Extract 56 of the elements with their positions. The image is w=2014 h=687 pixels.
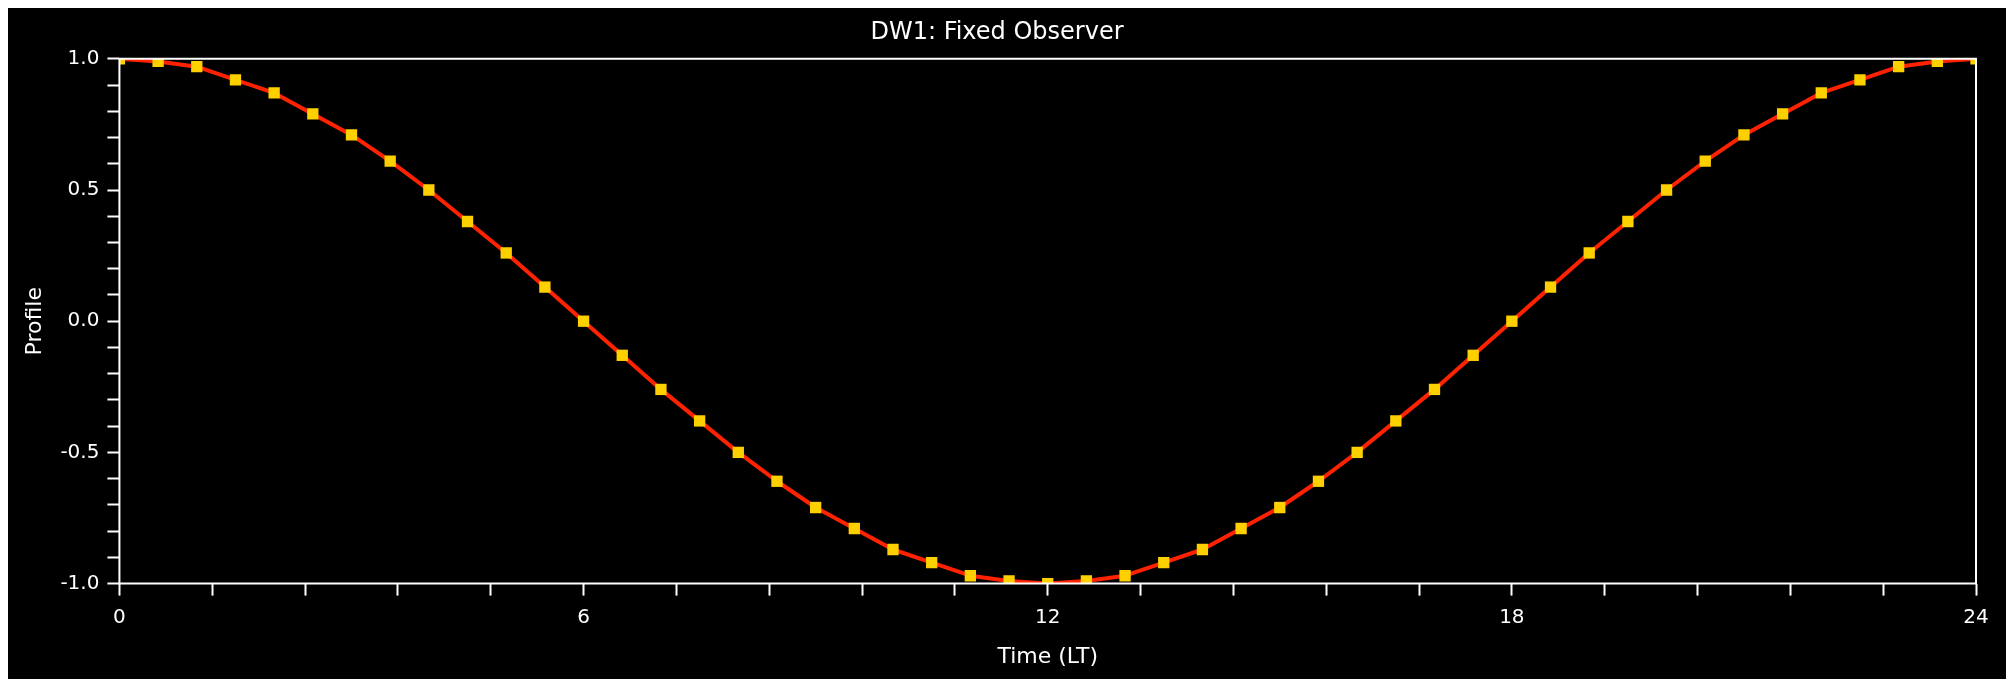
point (1506, 315, 1518, 327)
point (1312, 475, 1325, 487)
point (1467, 349, 1479, 361)
point (500, 247, 512, 259)
point (268, 87, 280, 99)
point (1892, 61, 1905, 73)
point (732, 446, 744, 459)
point (616, 349, 628, 361)
y-tick-label: -0.5 (60, 438, 100, 463)
chart-title: DW1: Fixed Observer (870, 16, 1124, 45)
point (1274, 501, 1286, 514)
point (1544, 281, 1557, 293)
point (423, 184, 435, 196)
point (771, 475, 783, 487)
point (384, 155, 396, 167)
point (1351, 446, 1363, 459)
y-axis-title: Profile (20, 287, 46, 356)
point (964, 570, 977, 582)
point (1158, 556, 1170, 569)
point (307, 108, 319, 120)
point (887, 543, 899, 556)
point (1003, 575, 1015, 584)
point (693, 415, 706, 427)
x-tick-label: 0 (113, 603, 126, 628)
point (655, 383, 667, 396)
point (848, 522, 860, 535)
x-axis-title: Time (LT) (996, 642, 1099, 668)
x-tick-label: 24 (1963, 603, 1989, 628)
x-tick-label: 18 (1499, 603, 1525, 628)
point (1660, 184, 1673, 196)
point (1583, 247, 1595, 259)
point (1815, 87, 1827, 99)
point (926, 556, 938, 569)
y-tick-label: 0.0 (67, 307, 100, 332)
point (1776, 108, 1789, 120)
point (1390, 415, 1402, 427)
y-tick-label: -1.0 (60, 569, 100, 594)
y-tick-label: 0.5 (67, 176, 100, 201)
point (1428, 383, 1441, 396)
x-tick-label: 6 (577, 603, 590, 628)
point (1738, 129, 1750, 141)
point (1235, 522, 1247, 535)
point (229, 74, 242, 86)
point (1196, 543, 1209, 556)
point (1622, 215, 1634, 228)
point (1119, 570, 1131, 582)
x-tick-label: 12 (1034, 603, 1061, 628)
point (577, 315, 590, 327)
y-tick-label: 1.0 (67, 45, 100, 69)
point (461, 215, 474, 228)
point (539, 281, 551, 293)
point (1699, 155, 1711, 167)
point (1854, 74, 1866, 86)
point (191, 61, 203, 73)
point (809, 501, 822, 514)
point (345, 129, 358, 141)
